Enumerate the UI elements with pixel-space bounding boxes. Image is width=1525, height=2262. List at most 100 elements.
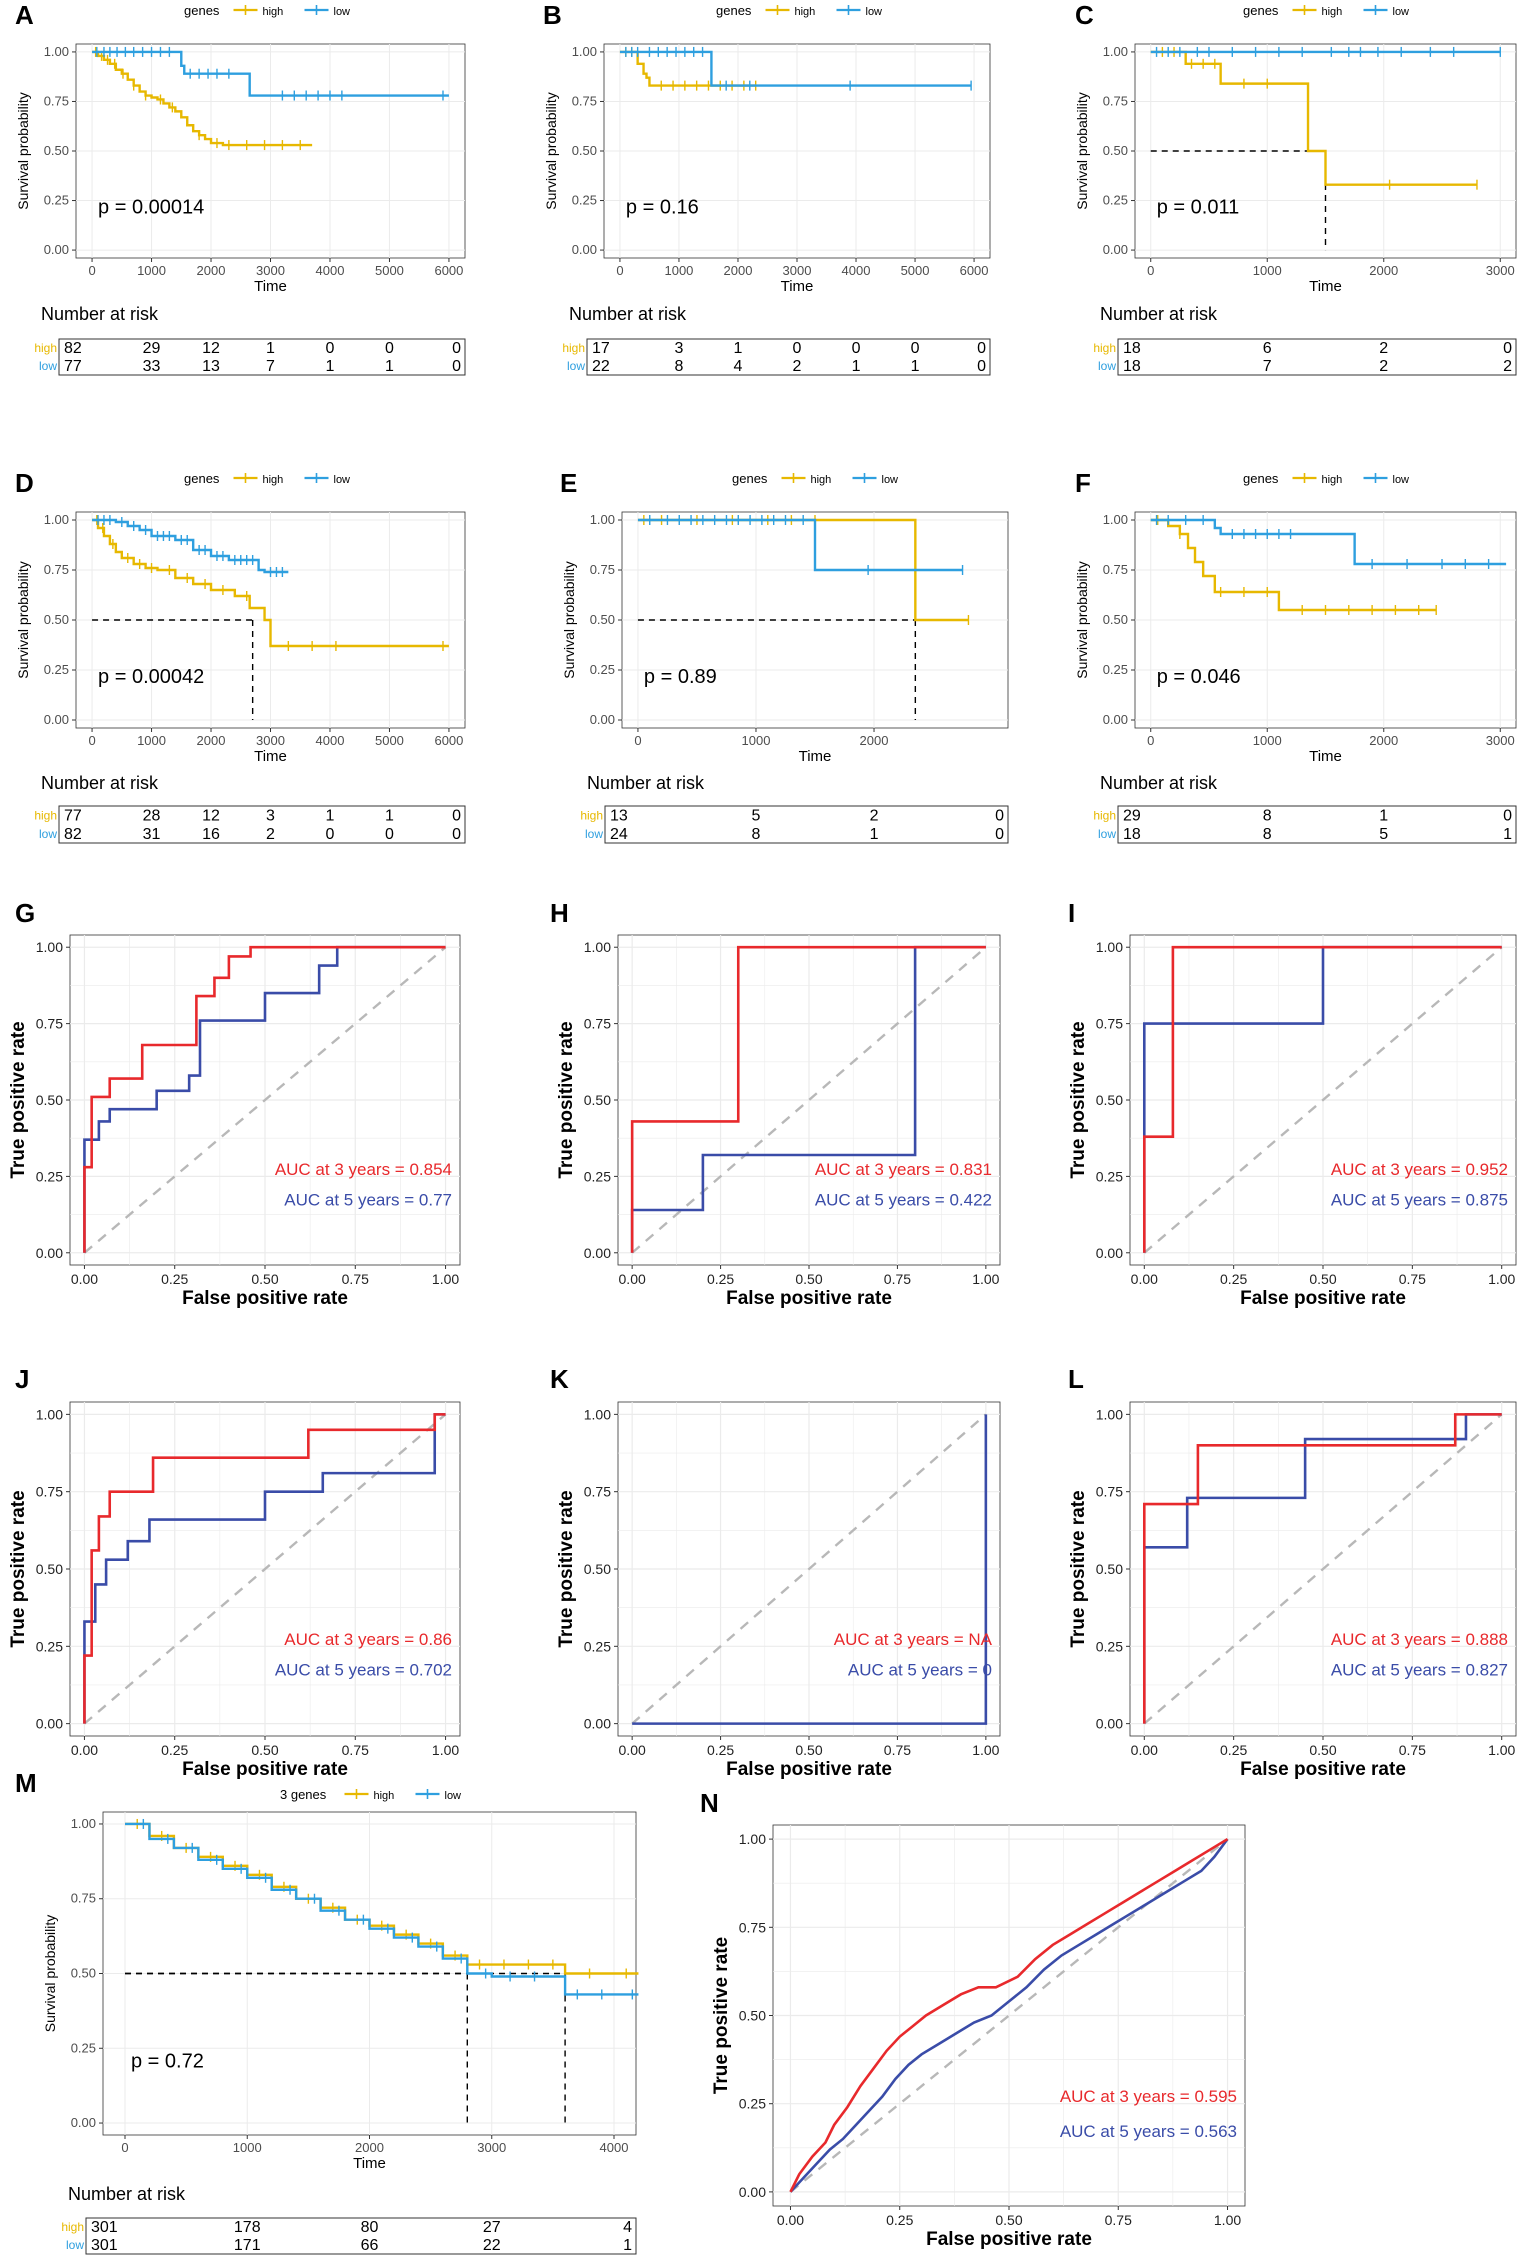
x-tick-label: 5000 [375, 733, 404, 748]
risk-cell: 8 [1263, 826, 1272, 843]
y-tick-label: 1.00 [44, 512, 69, 527]
risk-cell: 82 [64, 340, 82, 357]
diagonal-reference-line [631, 1413, 987, 1725]
roc-curve-3-years [1143, 945, 1502, 1253]
risk-cell: 0 [977, 358, 986, 375]
roc-curve-5-years [789, 1838, 1229, 2193]
risk-cell: 3 [266, 807, 275, 824]
legend-label-low: low [334, 6, 351, 18]
risk-row-label-low: low [39, 359, 57, 373]
y-tick-label: 0.25 [44, 662, 69, 677]
risk-table-title: Number at risk [41, 304, 159, 324]
y-tick-label: 0.25 [739, 2096, 766, 2112]
y-tick-label: 0.00 [584, 1245, 611, 1261]
y-tick-label: 0.00 [1103, 242, 1128, 257]
x-tick-label: 2000 [724, 263, 753, 278]
y-tick-label: 0.00 [590, 712, 615, 727]
risk-cell: 8 [675, 358, 684, 375]
y-tick-label: 0.25 [1096, 1168, 1123, 1184]
risk-row-label-low: low [1098, 359, 1116, 373]
x-tick-label: 1000 [137, 733, 166, 748]
y-tick-label: 1.00 [584, 1406, 611, 1422]
risk-cell: 82 [64, 826, 82, 843]
risk-table-title: Number at risk [587, 773, 705, 793]
auc-5-years-label: AUC at 5 years = 0.875 [1331, 1190, 1508, 1209]
x-tick-label: 0.25 [161, 1742, 188, 1758]
x-axis-title: Time [254, 748, 287, 765]
p-value: p = 0.16 [626, 196, 699, 218]
risk-cell: 2 [1379, 358, 1388, 375]
risk-row-label-high: high [1093, 808, 1116, 822]
legend-title: genes [184, 471, 220, 486]
risk-cell: 1 [326, 358, 335, 375]
y-axis-title: Survival probability [15, 561, 31, 679]
risk-cell: 22 [592, 358, 610, 375]
risk-row-label-low: low [1098, 827, 1116, 841]
legend-label-low: low [1393, 474, 1410, 486]
panel-label: E [560, 468, 577, 498]
y-axis-title: True positive rate [556, 1021, 577, 1178]
y-tick-label: 0.25 [44, 193, 69, 208]
risk-cell: 1 [870, 826, 879, 843]
risk-cell: 0 [452, 826, 461, 843]
risk-cell: 0 [326, 340, 335, 357]
km-panel-m: M 3 genes high low 0 1000 2000 3000 4000 0.00 0.25… [15, 1768, 639, 2255]
x-tick-label: 3000 [256, 263, 285, 278]
panel-label: J [15, 1364, 29, 1394]
y-tick-label: 1.00 [739, 1831, 766, 1847]
risk-cell: 0 [852, 340, 861, 357]
roc-curve-5-years [1143, 1413, 1502, 1724]
y-tick-label: 0.75 [36, 1484, 63, 1500]
risk-cell: 5 [752, 807, 761, 824]
x-tick-label: 0.25 [707, 1742, 734, 1758]
x-tick-label: 1.00 [1214, 2212, 1241, 2228]
x-tick-label: 4000 [316, 263, 345, 278]
risk-cell: 4 [623, 2219, 632, 2236]
survival-curve-high [92, 518, 449, 648]
x-tick-label: 3000 [783, 263, 812, 278]
survival-curve-low [619, 50, 972, 87]
x-tick-label: 1000 [233, 2140, 262, 2155]
x-tick-label: 0.75 [1105, 2212, 1132, 2228]
roc-panel-n: N 0.00 0.00 0.25 0.25 0.50 0.50 0.75 0.75 1.00 1.0… [700, 1788, 1246, 2250]
risk-cell: 0 [452, 340, 461, 357]
legend-title: genes [1243, 471, 1279, 486]
risk-cell: 0 [1503, 340, 1512, 357]
x-tick-label: 0.50 [795, 1271, 822, 1287]
x-tick-label: 0.25 [1220, 1271, 1247, 1287]
risk-row-label-high: high [580, 808, 603, 822]
y-tick-label: 0.00 [71, 2115, 96, 2130]
legend-label-high: high [1322, 474, 1343, 486]
risk-table-title: Number at risk [68, 2184, 186, 2204]
y-tick-label: 0.75 [572, 93, 597, 108]
x-tick-label: 3000 [256, 733, 285, 748]
risk-cell: 1 [326, 807, 335, 824]
y-tick-label: 0.00 [36, 1716, 63, 1732]
legend-label-high: high [374, 1790, 395, 1802]
x-axis-title: Time [254, 278, 287, 295]
y-tick-label: 0.50 [1096, 1092, 1123, 1108]
y-tick-label: 1.00 [1096, 939, 1123, 955]
diagonal-reference-line [1143, 1413, 1503, 1725]
risk-cell: 18 [1123, 826, 1141, 843]
risk-cell: 0 [452, 807, 461, 824]
risk-cell: 2 [793, 358, 802, 375]
y-tick-label: 0.00 [1096, 1245, 1123, 1261]
y-tick-label: 0.25 [1096, 1638, 1123, 1654]
roc-curve-3-years [789, 1837, 1229, 2193]
auc-3-years-label: AUC at 3 years = 0.854 [275, 1160, 452, 1179]
risk-cell: 6 [1263, 340, 1272, 357]
auc-3-years-label: AUC at 3 years = 0.595 [1060, 2087, 1237, 2106]
x-tick-label: 0 [1147, 263, 1154, 278]
panel-label: G [15, 898, 35, 928]
x-tick-label: 6000 [434, 263, 463, 278]
y-tick-label: 0.50 [584, 1561, 611, 1577]
p-value: p = 0.72 [131, 2051, 204, 2073]
panel-label: H [550, 898, 569, 928]
y-tick-label: 0.75 [739, 1919, 766, 1935]
y-tick-label: 0.25 [36, 1638, 63, 1654]
risk-row-label-low: low [585, 827, 603, 841]
x-tick-label: 0.75 [342, 1742, 369, 1758]
